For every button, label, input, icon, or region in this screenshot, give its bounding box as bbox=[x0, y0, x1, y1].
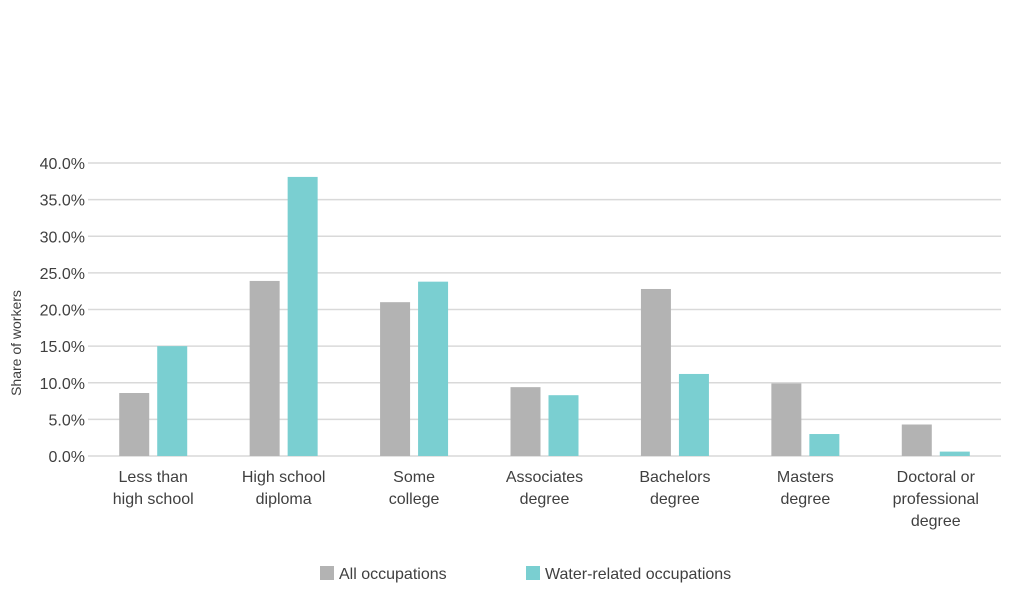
y-axis-label: Share of workers bbox=[8, 290, 24, 396]
bar-water-related bbox=[418, 281, 449, 456]
bars bbox=[119, 176, 970, 457]
y-tick-label: 0.0% bbox=[49, 449, 85, 466]
bar-water-related bbox=[548, 395, 579, 456]
x-tick-label: Bachelors degree bbox=[639, 469, 710, 508]
legend-label: Water-related occupations bbox=[545, 566, 731, 583]
legend-label: All occupations bbox=[339, 566, 447, 583]
y-tick-label: 30.0% bbox=[40, 229, 85, 246]
legend: All occupations Water-related occupations bbox=[320, 566, 731, 583]
bar-all-occupations bbox=[771, 383, 802, 456]
x-tick-label: Some college bbox=[389, 469, 440, 508]
bar-all-occupations bbox=[640, 288, 671, 456]
y-tick-label: 10.0% bbox=[40, 376, 85, 393]
x-tick-label: Doctoral or professional degree bbox=[893, 469, 979, 530]
y-tick-label: 20.0% bbox=[40, 303, 85, 320]
bar-water-related bbox=[287, 176, 318, 457]
bar-water-related bbox=[157, 346, 188, 456]
y-tick-label: 5.0% bbox=[49, 412, 85, 429]
y-tick-label: 35.0% bbox=[40, 193, 85, 210]
x-axis-ticks: Less than high school High school diploma So… bbox=[113, 469, 979, 530]
bar-all-occupations bbox=[380, 302, 411, 456]
bar-all-occupations bbox=[901, 424, 932, 456]
y-axis-ticks: 0.0% 5.0% 10.0% 15.0% 20.0% 25.0% 30.0% 35.0% 40… bbox=[40, 156, 85, 466]
legend-swatch bbox=[320, 566, 334, 580]
gridlines bbox=[88, 162, 1001, 457]
x-tick-label: Less than high school bbox=[113, 469, 194, 508]
bar-water-related bbox=[809, 434, 840, 456]
bar-water-related bbox=[939, 451, 970, 456]
y-tick-label: 15.0% bbox=[40, 339, 85, 356]
y-tick-label: 25.0% bbox=[40, 266, 85, 283]
x-tick-label: Associates degree bbox=[506, 469, 583, 508]
bar-all-occupations bbox=[249, 280, 280, 456]
x-tick-label: High school diploma bbox=[242, 469, 326, 508]
bar-all-occupations bbox=[119, 393, 150, 456]
legend-swatch bbox=[526, 566, 540, 580]
y-tick-label: 40.0% bbox=[40, 156, 85, 173]
bar-water-related bbox=[678, 373, 709, 456]
x-tick-label: Masters degree bbox=[777, 469, 834, 508]
bar-all-occupations bbox=[510, 387, 541, 456]
